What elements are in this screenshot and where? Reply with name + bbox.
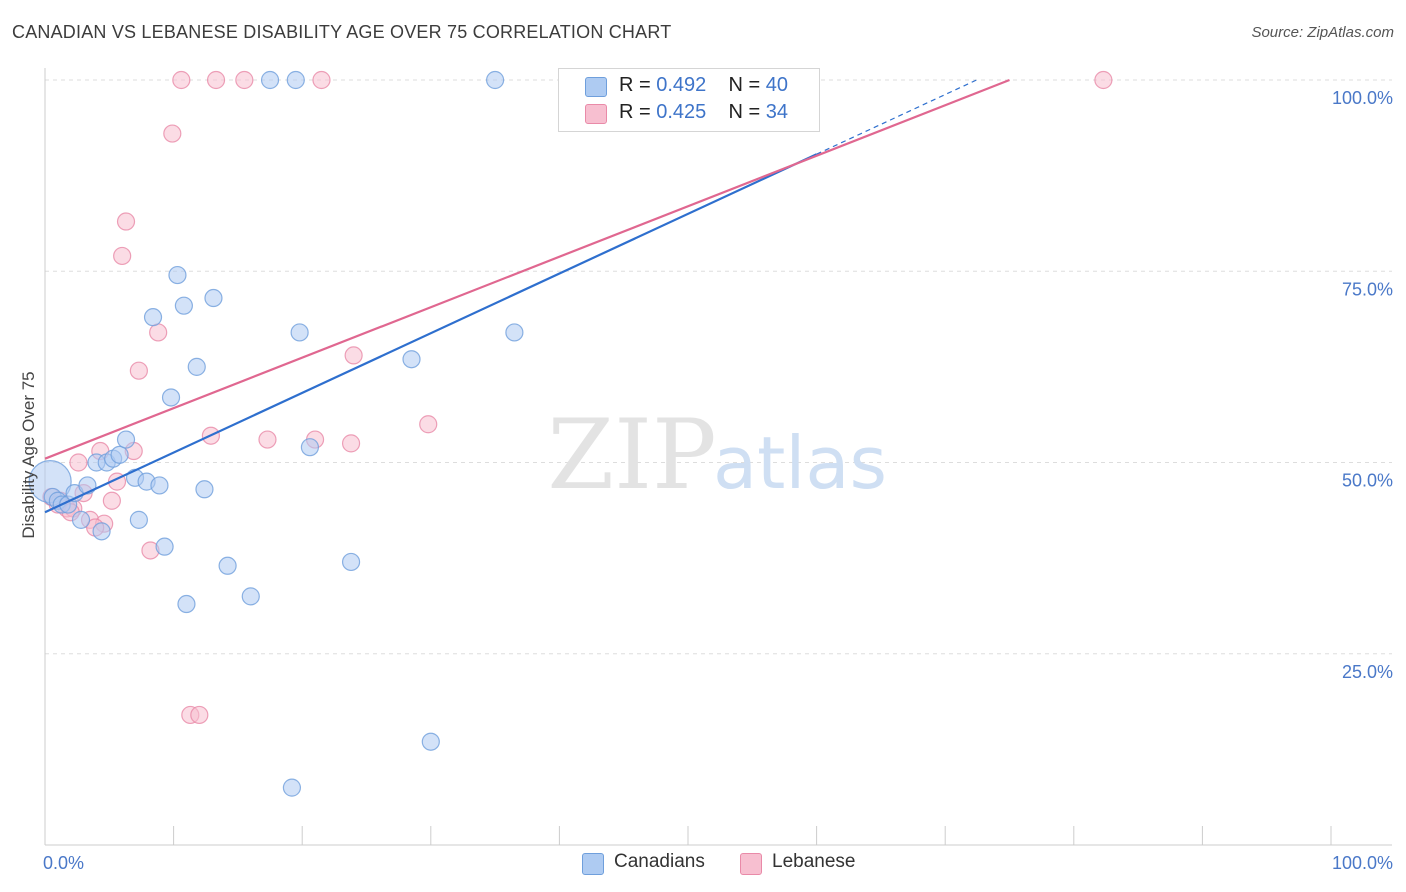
lebanese-point: [172, 70, 191, 90]
y-axis-title: Disability Age Over 75: [19, 371, 38, 538]
canadian-point: [92, 522, 111, 541]
lebanese-point: [344, 346, 363, 365]
y-tick-label: 75.0%: [1342, 279, 1393, 299]
canadian-point: [282, 778, 302, 797]
canadian-point: [174, 296, 193, 315]
lebanese-point: [1094, 70, 1113, 90]
lebanese-point: [149, 323, 168, 342]
canadians-trend-line: [44, 153, 818, 514]
canadian-point: [341, 552, 361, 572]
canadians-n-value: 40: [765, 74, 789, 96]
canadian-point: [300, 438, 320, 457]
canadians-r-value: 0.492: [656, 74, 707, 96]
lebanese-point: [163, 124, 182, 143]
canadians-legend-swatch: [582, 853, 604, 875]
canadian-point: [402, 350, 421, 369]
watermark-zip: ZIP: [547, 399, 716, 511]
canadian-point: [161, 388, 181, 407]
canadian-point: [421, 732, 440, 751]
lebanese-point: [341, 434, 361, 453]
canadians-trend-extension: [816, 79, 977, 155]
canadian-point: [177, 594, 196, 614]
canadians-legend-label: Canadians: [614, 851, 705, 872]
stats-legend: R = 0.492 N = 40 R = 0.425 N = 34: [558, 68, 820, 132]
x-tick-label: 0.0%: [43, 853, 84, 873]
canadians-swatch: [585, 77, 607, 97]
n-label: N =: [728, 74, 761, 96]
lebanese-point: [102, 491, 121, 510]
n-label: N =: [728, 101, 761, 123]
lebanese-point: [113, 246, 132, 266]
canadian-point: [260, 70, 280, 90]
lebanese-point: [69, 453, 88, 472]
canadian-point: [218, 556, 237, 575]
r-label: R =: [619, 74, 651, 96]
trend-layer: [44, 78, 1010, 514]
source-label: Source: ZipAtlas.com: [1251, 24, 1394, 41]
canadian-point: [505, 323, 524, 342]
canadian-point: [110, 445, 129, 464]
lebanese-n-value: 34: [765, 101, 789, 123]
canadian-point: [129, 510, 148, 529]
canadian-point: [241, 587, 260, 606]
canadian-point: [290, 323, 309, 342]
y-tick-label: 100.0%: [1332, 88, 1393, 108]
watermark: ZIP atlas: [547, 399, 887, 511]
canadian-point: [195, 480, 214, 499]
lebanese-point: [116, 212, 136, 231]
lebanese-trend-line: [44, 78, 1010, 460]
y-tick-label: 25.0%: [1342, 662, 1393, 682]
y-tick-label: 50.0%: [1342, 471, 1393, 491]
lebanese-legend-swatch: [740, 853, 762, 875]
canadian-point: [150, 476, 169, 495]
canadian-point: [155, 537, 174, 556]
lebanese-point: [419, 415, 438, 434]
axis-layer: [44, 68, 1392, 846]
canadian-point: [116, 430, 136, 449]
lebanese-point: [190, 705, 209, 725]
canadian-point: [486, 70, 505, 90]
r-label: R =: [619, 101, 651, 123]
lebanese-legend-label: Lebanese: [772, 851, 856, 872]
watermark-atlas: atlas: [713, 421, 887, 505]
canadian-point: [143, 308, 163, 327]
canadian-point: [168, 265, 187, 285]
lebanese-point: [206, 70, 226, 90]
canadian-point: [71, 510, 91, 529]
lebanese-swatch: [585, 104, 607, 124]
lebanese-r-value: 0.425: [656, 101, 707, 123]
canadian-point: [187, 357, 206, 376]
lebanese-point: [258, 430, 277, 449]
chart-title: CANADIAN VS LEBANESE DISABILITY AGE OVER…: [12, 22, 672, 42]
lebanese-point: [129, 361, 148, 380]
lebanese-point: [312, 70, 331, 90]
x-tick-label: 100.0%: [1332, 853, 1393, 873]
lebanese-point: [235, 70, 254, 90]
tick-layer: 25.0% 50.0% 75.0% 100.0% 0.0% 100.0%: [43, 88, 1393, 873]
grid-layer: [45, 79, 1392, 655]
canadian-point: [286, 70, 305, 90]
canadian-point: [204, 288, 223, 308]
